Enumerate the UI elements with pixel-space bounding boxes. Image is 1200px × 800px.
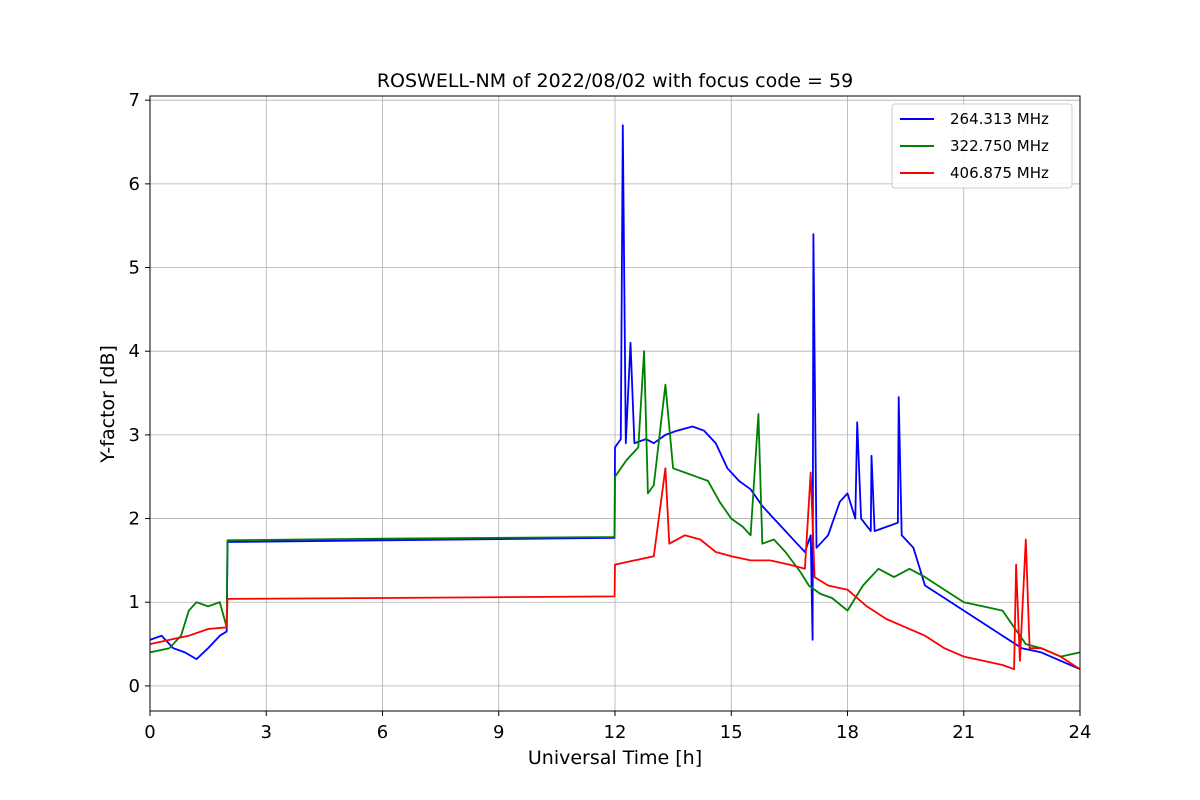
y-tick-label: 4 xyxy=(129,341,140,362)
y-tick-label: 0 xyxy=(129,676,140,697)
y-tick-label: 2 xyxy=(129,509,140,530)
legend-entry: 264.313 MHz xyxy=(950,110,1049,128)
legend-entry: 406.875 MHz xyxy=(950,164,1049,182)
y-tick-label: 6 xyxy=(129,174,140,195)
series-line-322-750-mhz xyxy=(149,350,1081,658)
legend: 264.313 MHz 322.750 MHz 406.875 MHz xyxy=(891,103,1073,189)
x-tick-label: 3 xyxy=(261,722,272,743)
x-axis-label: Universal Time [h] xyxy=(528,747,702,769)
x-tick-label: 12 xyxy=(604,722,627,743)
y-tick-label: 5 xyxy=(129,258,140,279)
x-tick-label: 9 xyxy=(493,722,504,743)
x-tick-label: 15 xyxy=(720,722,743,743)
y-tick-label: 3 xyxy=(129,425,140,446)
y-axis-label: Y-factor [dB] xyxy=(97,345,119,464)
y-tick-label: 7 xyxy=(129,90,140,111)
legend-box xyxy=(891,103,1073,189)
x-tick-label: 24 xyxy=(1069,722,1092,743)
series-layer xyxy=(149,124,1081,671)
chart-title: ROSWELL-NM of 2022/08/02 with focus code… xyxy=(377,70,853,92)
legend-entry: 322.750 MHz xyxy=(950,137,1049,155)
x-tick-label: 21 xyxy=(952,722,975,743)
x-tick-label: 6 xyxy=(377,722,388,743)
x-tick-label: 18 xyxy=(836,722,859,743)
series-line-406-875-mhz xyxy=(149,467,1081,671)
y-tick-label: 1 xyxy=(129,592,140,613)
x-tick-label: 0 xyxy=(144,722,155,743)
series-line-264-313-mhz xyxy=(149,124,1081,671)
